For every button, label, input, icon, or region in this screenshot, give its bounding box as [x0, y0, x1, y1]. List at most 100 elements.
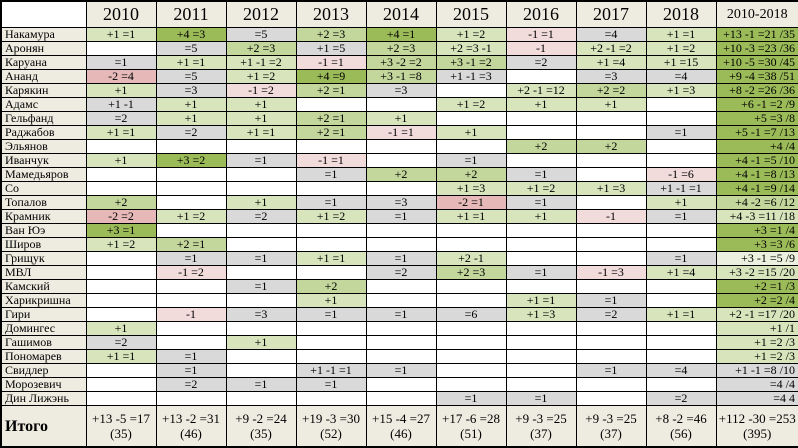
- result-cell: [575, 335, 647, 350]
- result-cell: [575, 167, 647, 182]
- total-cell: +1 =2 /3: [715, 335, 798, 350]
- result-cell: +3 -2 =2: [365, 55, 437, 70]
- total-cell: +1 =2 /3: [715, 349, 798, 364]
- result-cell: [85, 307, 157, 322]
- result-cell: +2 =3: [295, 27, 367, 42]
- table-row: Адамс +1 -1 +1 +1 +1 =2 +1 +1 +6 -1 =2 /9: [0, 97, 798, 112]
- result-cell: =2: [575, 307, 647, 322]
- result-cell: =1: [435, 153, 507, 168]
- result-cell: [155, 223, 227, 238]
- result-cell: +1: [155, 111, 227, 126]
- year-header: 2013: [295, 0, 367, 28]
- result-cell: -1 =3: [575, 265, 647, 280]
- result-cell: =1: [295, 167, 367, 182]
- player-name: Камский: [0, 279, 87, 294]
- footer-year-total: +9 -3 =25 (37): [575, 405, 647, 448]
- footer-row: Итого +13 -5 =17 (35) +13 -2 =31 (46) +9 -2 =…: [0, 405, 798, 448]
- result-cell: [505, 125, 577, 140]
- total-cell: +1 /1: [715, 321, 798, 336]
- result-cell: =1: [155, 363, 227, 378]
- result-cell: +1 =2: [435, 97, 507, 112]
- result-cell: =1: [575, 293, 647, 308]
- result-cell: +1 -1 =2: [225, 55, 297, 70]
- result-cell: +1 =2: [155, 209, 227, 224]
- result-cell: [435, 223, 507, 238]
- total-cell: +13 -1 =21 /35: [715, 27, 798, 42]
- player-name: Аронян: [0, 41, 87, 56]
- player-name: Пономарев: [0, 349, 87, 364]
- table-row: Свидлер =1 +1 -1 =1 =1 =1 =4 +1 -1 =8 /10: [0, 363, 798, 378]
- result-cell: +1 -1 =3: [435, 69, 507, 84]
- result-cell: +1: [365, 111, 437, 126]
- result-cell: +3 -1 =8: [365, 69, 437, 84]
- result-cell: [645, 335, 717, 350]
- footer-year-total: +9 -3 =25 (37): [505, 405, 577, 448]
- footer-year-total: +8 -2 =46 (56): [645, 405, 717, 448]
- result-cell: [435, 335, 507, 350]
- result-cell: [295, 349, 367, 364]
- result-cell: [575, 391, 647, 406]
- result-cell: [435, 363, 507, 378]
- result-cell: [645, 223, 717, 238]
- year-header: 2011: [155, 0, 227, 28]
- player-name: Свидлер: [0, 363, 87, 378]
- result-cell: [505, 153, 577, 168]
- player-name: Эльянов: [0, 139, 87, 154]
- result-cell: +4 =9: [295, 69, 367, 84]
- player-name: Крамник: [0, 209, 87, 224]
- table-row: Мамедьяров =1 +2 +2 =1 -1 =6 +4 -1 =8 /13: [0, 167, 798, 182]
- result-cell: -2 =1: [435, 195, 507, 210]
- result-cell: =5: [225, 27, 297, 42]
- result-cell: [435, 139, 507, 154]
- result-cell: [295, 97, 367, 112]
- result-cell: =2: [85, 111, 157, 126]
- table-row: Раджабов +1 =1 =2 +1 =1 +2 =1 -1 =1 +1 =1 +5 -1 …: [0, 125, 798, 140]
- total-cell: +2 -1 =17 /20: [715, 307, 798, 322]
- result-cell: [155, 279, 227, 294]
- result-cell: +3 =1: [85, 223, 157, 238]
- corner-cell: [0, 0, 87, 28]
- result-cell: +4 =3: [155, 27, 227, 42]
- result-cell: +1 =1: [435, 209, 507, 224]
- result-cell: +1 =1: [85, 27, 157, 42]
- result-cell: =2: [225, 209, 297, 224]
- result-cell: [575, 279, 647, 294]
- result-cell: +2 =1: [295, 111, 367, 126]
- result-cell: [505, 321, 577, 336]
- result-cell: [435, 293, 507, 308]
- result-cell: =6: [435, 307, 507, 322]
- result-cell: [505, 237, 577, 252]
- result-cell: +1 -1 =1: [645, 181, 717, 196]
- result-cell: +2 -1: [435, 251, 507, 266]
- total-cell: +4 -1 =9 /14: [715, 181, 798, 196]
- result-cell: =1: [645, 125, 717, 140]
- total-cell: +5 =3 /8: [715, 111, 798, 126]
- result-cell: -1: [505, 41, 577, 56]
- result-cell: =1: [225, 251, 297, 266]
- result-cell: [225, 139, 297, 154]
- result-cell: [575, 125, 647, 140]
- result-cell: [295, 223, 367, 238]
- result-cell: [225, 223, 297, 238]
- result-cell: =1: [155, 251, 227, 266]
- player-name: Домингес: [0, 321, 87, 336]
- table-row: Крамник -2 =2 +1 =2 =2 +1 =2 =1 +1 =1 +1 -1 =1 +4 …: [0, 209, 798, 224]
- result-cell: +1: [225, 335, 297, 350]
- result-cell: =1: [645, 209, 717, 224]
- result-cell: +2 -1 =2: [575, 41, 647, 56]
- table-row: Иванчук +1 +3 =2 =1 -1 =1 =1 +4 -1 =5 /10: [0, 153, 798, 168]
- result-cell: [225, 237, 297, 252]
- table-row: Домингес +1 +1 /1: [0, 321, 798, 336]
- result-cell: -2 =2: [85, 209, 157, 224]
- footer-label: Итого: [0, 405, 87, 448]
- result-cell: [85, 377, 157, 392]
- result-cell: -1 =6: [645, 167, 717, 182]
- result-cell: [85, 391, 157, 406]
- result-cell: [365, 97, 437, 112]
- result-cell: [645, 153, 717, 168]
- player-name: Накамура: [0, 27, 87, 42]
- result-cell: [155, 293, 227, 308]
- result-cell: [85, 251, 157, 266]
- result-cell: =1: [505, 167, 577, 182]
